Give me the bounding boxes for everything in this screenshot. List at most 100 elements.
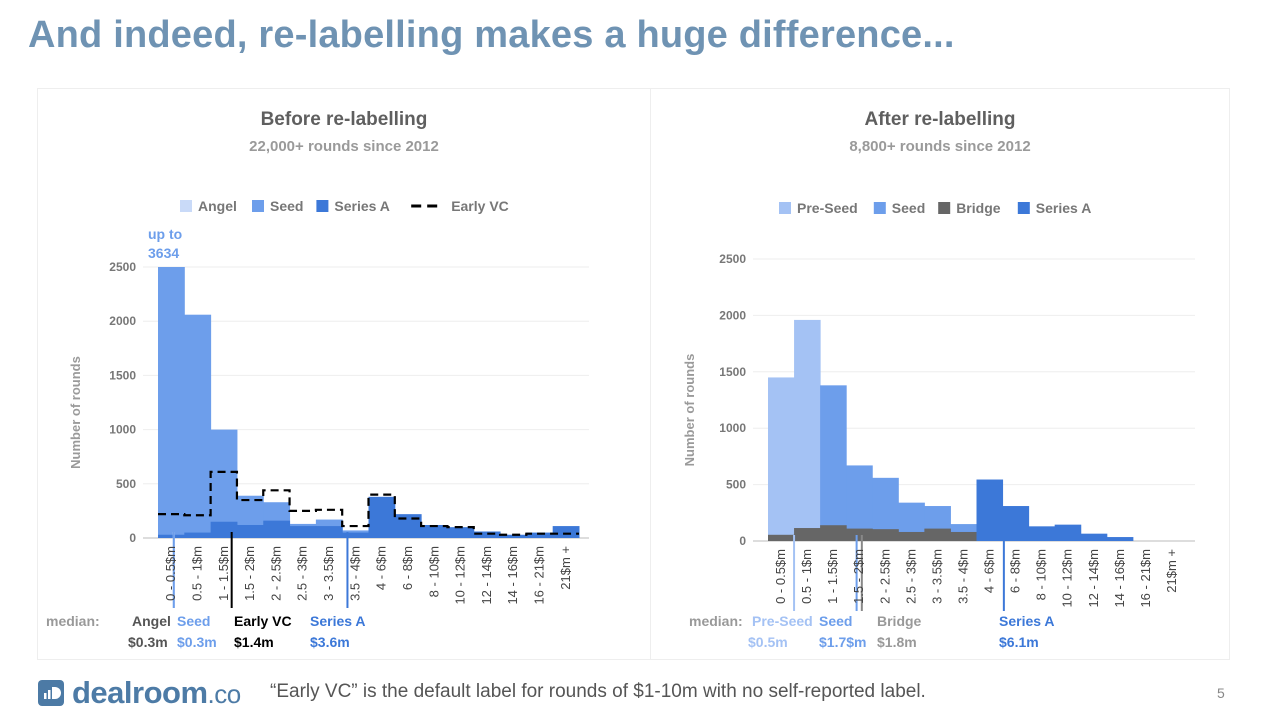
median-series-a: Series A $3.6m [310,613,366,650]
bar-series-a-13 [1106,537,1134,541]
bar-series-a-5 [289,526,317,538]
median-series-a: Series A $6.1m [999,613,1055,650]
x-tick-label: 16 - 21$m [1138,549,1153,608]
bar-series-a-8 [368,496,396,538]
chart-before: 0 500 1000 1500 2000 2500 Number of rounds Ange… [46,198,589,650]
x-tick-label: 16 - 21$m [532,546,547,605]
bar-seed-2 [820,385,847,541]
x-tick-label: 21$m + [1164,549,1179,593]
bar-series-a-0 [158,534,185,538]
chart-panel-before: Before re-labelling 22,000+ rounds since… [37,88,651,660]
legend-swatch [316,200,329,212]
median-seed: Seed $1.7$m [819,613,866,650]
y-tick-label: 0 [739,534,746,548]
x-tick-label: 0 - 0.5$m [163,546,178,601]
y-tick-label: 2000 [719,308,746,322]
y-tick-label: 2000 [109,314,136,328]
legend-item-pre-seed: Pre-Seed [779,200,858,216]
x-tick-label: 10 - 12$m [1060,549,1075,608]
y-tick-label: 2500 [719,252,746,266]
legend-swatch [252,200,264,212]
bar-bridge-5 [898,531,925,541]
bar-series-a-11 [447,527,475,538]
bar-seed-0 [158,267,185,538]
x-tick-label: 3.5 - 4$m [347,546,362,601]
median-label: median: [689,613,743,629]
chart-subtitle: 22,000+ rounds since 2012 [249,138,439,155]
x-tick-label: 14 - 16$m [505,546,520,605]
bar-series-a-10 [421,524,448,538]
median-value: $0.3m [177,634,217,650]
x-tick-label: 12 - 14$m [1086,549,1101,608]
logo-suffix: .co [207,679,242,709]
x-tick-label: 1 - 1.5$m [825,549,840,604]
x-tick-label: 8 - 10$m [1034,549,1049,600]
legend-swatch [873,202,886,214]
chart-subtitle: 8,800+ rounds since 2012 [849,138,1031,155]
bar-seed-1 [184,314,212,538]
x-tick-label: 4 - 6$m [374,546,389,590]
median-seed: Seed $0.3m [177,613,217,650]
median-value: $0.5m [748,634,788,650]
bar-series-a-10 [1028,526,1056,541]
y-tick-label: 1000 [719,421,746,435]
legend-item-bridge: Bridge [938,200,1001,216]
annotation-value: 3634 [148,245,179,261]
median-pre-seed: Pre-Seed $0.5m [748,613,813,650]
bar-series-a-1 [184,532,212,538]
x-tick-label: 4 - 6$m [982,549,997,593]
chart-panel-after: After re-labelling 8,800+ rounds since 2… [650,88,1230,660]
legend-swatch [1017,202,1030,214]
legend-label: Early VC [451,198,509,214]
legend-label: Pre-Seed [797,200,858,216]
legend-swatch [779,202,791,214]
bar-series-a-9 [1002,506,1030,541]
median-name: Series A [310,613,366,629]
legend-swatch [180,200,192,212]
median-name: Early VC [234,613,292,629]
x-tick-label: 12 - 14$m [479,546,494,605]
bar-seed-2 [210,429,238,538]
bar-bridge-4 [872,529,899,541]
annotation-up-to: up to [148,226,182,242]
x-tick-label: 6 - 8$m [1008,549,1023,593]
y-axis-label: Number of rounds [68,356,83,469]
median-value: $1.8m [877,634,917,650]
y-tick-label: 1500 [719,365,746,379]
footer-note: “Early VC” is the default label for roun… [270,681,926,702]
logo-main: dealroom [72,675,208,710]
legend-item-early-vc: Early VC [411,198,509,214]
bar-series-a-15 [552,526,580,538]
x-tick-label: 2.5 - 3$m [903,549,918,604]
median-value: $6.1m [999,634,1039,650]
x-tick-label: 2.5 - 3$m [295,546,310,601]
median-value: $3.6m [310,634,350,650]
x-tick-label: 6 - 8$m [400,546,415,590]
x-tick-label: 3 - 3.5$m [321,546,336,601]
median-angel: Angel $0.3m [128,613,171,650]
bar-series-a-7 [342,532,369,538]
bar-bridge-6 [924,528,951,541]
x-tick-label: 1.5 - 2$m [242,546,257,601]
slide-title: And indeed, re-labelling makes a huge di… [28,14,955,56]
bar-series-a-6 [315,526,343,538]
x-tick-label: 21$m + [558,546,573,590]
bar-pre-seed-1 [794,319,821,541]
median-name: Seed [177,613,210,629]
bar-series-a-8 [976,479,1004,541]
median-bridge: Bridge $1.8m [877,613,922,650]
x-tick-label: 3 - 3.5$m [929,549,944,604]
bar-series-a-12 [1080,533,1108,541]
logo-text: dealroom.co [72,675,241,711]
legend-item-series-a: Series A [1017,200,1091,216]
legend-item-angel: Angel [180,198,237,214]
bar-series-a-4 [263,520,291,538]
page-number: 5 [1217,685,1225,701]
legend-label: Bridge [956,200,1001,216]
bar-bridge-0 [768,534,795,541]
x-tick-label: 2 - 2.5$m [268,546,283,601]
x-tick-label: 2 - 2.5$m [877,549,892,604]
bar-bridge-3 [846,528,873,541]
median-name: Angel [132,613,171,629]
x-tick-label: 3.5 - 4$m [955,549,970,604]
